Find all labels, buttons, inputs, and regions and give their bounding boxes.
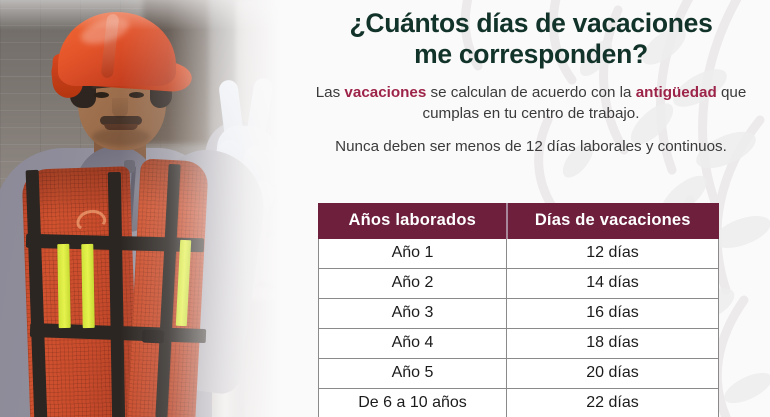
minimum-days-note: Nunca deben ser menos de 12 días laboral… <box>335 138 727 156</box>
intro-seg-1: Las <box>315 84 345 102</box>
content-column: ¿Cuántos días de vacaciones me correspon… <box>292 0 770 417</box>
table-row: Año 5 20 días <box>318 358 719 389</box>
photo-top-fade-overlay <box>0 0 300 30</box>
cell-years: De 6 a 10 años <box>318 388 507 417</box>
table-row: Año 2 14 días <box>318 268 719 299</box>
highlight-antiguedad: antigüedad <box>635 84 717 102</box>
cell-days: 16 días <box>506 298 719 329</box>
table-row: Año 4 18 días <box>318 328 719 359</box>
cell-days: 18 días <box>506 328 719 359</box>
vacation-days-table: Años laborados Días de vacaciones Año 1 … <box>318 203 719 417</box>
page-title-line-2: me corresponden? <box>414 38 648 69</box>
cell-years: Año 5 <box>318 358 507 389</box>
cell-years: Año 2 <box>318 268 507 299</box>
photo-fade-overlay <box>0 0 300 417</box>
table-row: De 6 a 10 años 22 días <box>318 388 719 417</box>
intro-paragraph: Las vacaciones se calculan de acuerdo co… <box>292 83 770 124</box>
cell-days: 14 días <box>506 268 719 299</box>
cell-days: 22 días <box>506 388 719 417</box>
cell-days: 12 días <box>506 238 719 269</box>
highlight-vacaciones: vacaciones <box>344 84 427 102</box>
cell-years: Año 1 <box>318 238 507 269</box>
table-row: Año 1 12 días <box>318 238 719 269</box>
cell-days: 20 días <box>506 358 719 389</box>
cell-years: Año 4 <box>318 328 507 359</box>
worker-photo <box>0 0 300 417</box>
page-title: ¿Cuántos días de vacaciones me correspon… <box>292 8 770 69</box>
cell-years: Año 3 <box>318 298 507 329</box>
intro-seg-2: se calculan de acuerdo con la <box>426 84 636 102</box>
table-row: Año 3 16 días <box>318 298 719 329</box>
table-header-row: Años laborados Días de vacaciones <box>318 203 719 239</box>
column-header-years: Años laborados <box>318 203 507 239</box>
page-title-line-1: ¿Cuántos días de vacaciones <box>349 8 713 38</box>
vacation-table-wrapper: Años laborados Días de vacaciones Año 1 … <box>318 203 719 417</box>
column-header-days: Días de vacaciones <box>505 203 719 239</box>
